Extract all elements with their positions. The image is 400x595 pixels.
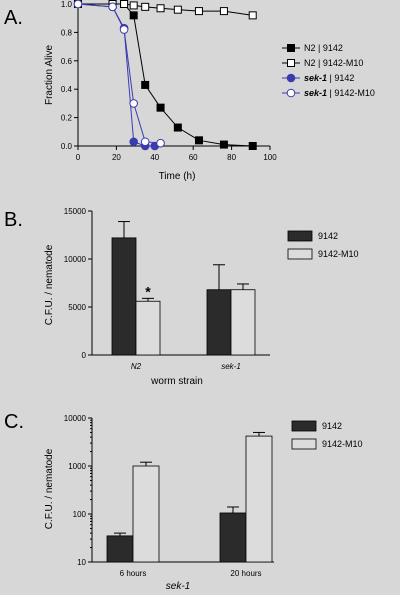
panel-a-ylabel: Fraction Alive — [44, 45, 55, 105]
panel-a-series-0-point — [173, 123, 182, 132]
panel-b-xlabel: worm strain — [150, 376, 203, 387]
panel-c-ytick-label: 100 — [73, 510, 87, 519]
panel-a-series-1-point — [248, 11, 257, 20]
panel-a-xtick-label: 20 — [112, 153, 121, 162]
panel-a-series-1-point — [120, 0, 129, 8]
panel-a-series-3-point — [119, 25, 129, 34]
panel-a-xtick-label: 60 — [189, 153, 198, 162]
panel-c-legend: 9142 9142-M10 — [291, 420, 363, 450]
panel-c-bar — [219, 512, 247, 563]
panel-b-category-label: N2 — [131, 362, 142, 371]
panel-a-series-0-point — [156, 103, 165, 112]
panel-c-ylabel: C.F.U. / nematode — [44, 448, 55, 529]
panel-a-xtick-label: 0 — [76, 153, 81, 162]
panel-b-legend: 9142 9142-M10 — [287, 230, 359, 260]
panel-a-xtick-label: 100 — [263, 153, 277, 162]
panel-a: A. Fraction Alive Time (h) 0.0 0.2 0.4 0.6 0… — [4, 0, 375, 182]
panel-a-ytick-label: 0.2 — [61, 114, 73, 123]
panel-a-series-1-point — [219, 7, 228, 16]
panel-a-legend-label: N2 | 9142-M10 — [304, 58, 363, 68]
panel-a-series-0-point — [219, 140, 228, 149]
panel-a-series-0-line — [78, 3, 253, 147]
panel-c-ytick-label: 1000 — [68, 462, 86, 471]
panel-c-ytick-label: 10 — [77, 558, 86, 567]
panel-b-significance-mark: * — [145, 283, 151, 299]
panel-b: B. C.F.U. / nematode worm strain 0 5000 10… — [4, 207, 359, 387]
panel-a-series-0-point — [141, 80, 150, 89]
panel-a-ytick-label: 0.4 — [61, 85, 73, 94]
panel-b-legend-swatch — [287, 248, 313, 260]
panel-a-series-1-point — [173, 5, 182, 14]
panel-b-legend-label: 9142 — [318, 231, 338, 241]
panel-a-legend-marker — [286, 73, 296, 83]
panel-c-xlabel: sek-1 — [166, 581, 190, 592]
panel-c-legend-label: 9142 — [322, 421, 342, 431]
panel-a-letter: A. — [4, 7, 23, 29]
panel-a-legend-marker — [286, 88, 296, 98]
panel-a-legend: N2 | 9142 N2 | 9142-M10 sek-1 | 9142 sek-1 … — [282, 43, 375, 98]
panel-a-series-3-point — [73, 0, 83, 9]
panel-c-bar — [106, 535, 134, 563]
panel-b-ylabel: C.F.U. / nematode — [44, 244, 55, 325]
panel-a-series-0-point — [129, 11, 138, 20]
panel-a-legend-label: N2 | 9142 — [304, 43, 343, 53]
panel-a-series-1-line — [78, 3, 253, 16]
panel-c-bar — [245, 435, 273, 563]
panel-a-series-2-point — [129, 137, 138, 147]
panel-a-series-1-point — [156, 4, 165, 13]
panel-a-series-0-point — [194, 136, 203, 145]
panel-b-bar — [206, 289, 232, 356]
panel-c: C. C.F.U. / nematode sek-1 10 100 1000 1000… — [4, 411, 363, 592]
panel-c-legend-label: 9142-M10 — [322, 439, 363, 449]
panel-c-ytick-label: 10000 — [64, 414, 87, 423]
panel-a-series-3-point — [108, 2, 117, 12]
panel-a-ytick-label: 0.8 — [61, 28, 73, 37]
panel-c-category-label: 20 hours — [230, 569, 261, 578]
panel-c-bar — [132, 465, 160, 563]
panel-b-legend-label: 9142-M10 — [318, 249, 359, 259]
panel-a-xtick-label: 80 — [227, 153, 236, 162]
panel-a-xtick-label: 40 — [150, 153, 159, 162]
panel-b-bar — [111, 237, 137, 356]
panel-a-series-1-point — [129, 1, 138, 10]
panel-a-series-3-point — [140, 137, 150, 147]
panel-a-series-3-point — [156, 138, 165, 148]
panel-b-ytick-label: 0 — [82, 351, 87, 360]
panel-c-legend-swatch — [291, 420, 317, 432]
panel-a-xlabel: Time (h) — [159, 171, 196, 182]
panel-a-ytick-label: 0.0 — [61, 142, 73, 151]
panel-a-series-0-point — [248, 142, 257, 150]
panel-a-legend-marker — [287, 59, 295, 67]
panel-a-legend-label: sek-1 | 9142 — [304, 73, 354, 83]
panel-c-letter: C. — [4, 411, 24, 433]
panel-b-ytick-label: 10000 — [64, 255, 87, 264]
panel-b-ytick-label: 15000 — [64, 207, 87, 216]
panel-a-series-1-point — [194, 7, 203, 16]
panel-c-legend-swatch — [291, 438, 317, 450]
panel-b-legend-swatch — [287, 230, 313, 242]
panel-a-legend-marker — [287, 44, 295, 52]
panel-a-ytick-label: 1.0 — [61, 0, 73, 9]
panel-c-category-label: 6 hours — [120, 569, 147, 578]
panel-a-series-1-point — [141, 2, 150, 11]
panel-a-series-3-point — [129, 99, 138, 108]
panel-b-letter: B. — [4, 209, 23, 231]
panel-b-bar — [135, 300, 161, 356]
panel-b-category-label: sek-1 — [221, 362, 241, 371]
panel-a-series-3-line — [77, 3, 161, 144]
panel-b-ytick-label: 5000 — [68, 303, 86, 312]
panel-a-ytick-label: 0.6 — [61, 57, 73, 66]
panel-b-bar — [230, 289, 256, 356]
panel-a-legend-label: sek-1 | 9142-M10 — [304, 88, 375, 98]
